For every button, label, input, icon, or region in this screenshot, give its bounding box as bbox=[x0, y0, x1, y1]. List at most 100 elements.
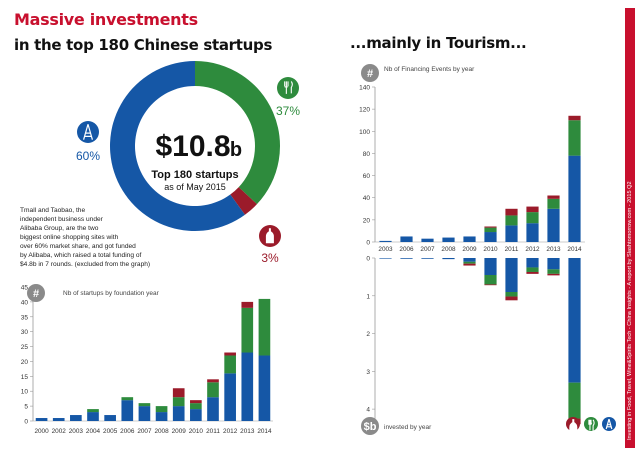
y-tick-label: 0 bbox=[366, 240, 370, 247]
eiffel-tower-icon bbox=[77, 121, 99, 143]
bar-segment bbox=[379, 240, 392, 242]
bar-segment bbox=[526, 206, 539, 213]
bar-segment bbox=[207, 382, 219, 398]
bar-segment bbox=[35, 418, 48, 421]
main-subtitle: in the top 180 Chinese startups bbox=[14, 36, 273, 54]
x-tick-label: 2012 bbox=[525, 246, 540, 253]
bar-segment bbox=[547, 273, 560, 276]
note-line: biggest online shopping sites with bbox=[20, 234, 119, 241]
bar-segment bbox=[547, 208, 560, 242]
y-tick-label: 25 bbox=[21, 344, 29, 351]
bar-segment bbox=[463, 261, 476, 264]
bar-segment bbox=[155, 406, 168, 413]
donut-slice-wine bbox=[230, 187, 257, 215]
y-tick-label: 20 bbox=[21, 359, 29, 366]
bar-segment bbox=[379, 258, 392, 259]
x-tick-label: 2002 bbox=[52, 428, 67, 435]
donut-label-tourism: 37% bbox=[276, 104, 300, 118]
y-tick-label: 30 bbox=[21, 329, 29, 336]
bar-segment bbox=[121, 400, 134, 421]
donut-center-unit: b bbox=[230, 139, 242, 161]
x-tick-label: 2008 bbox=[154, 428, 169, 435]
bar-segment bbox=[505, 296, 518, 301]
x-tick-label: 2004 bbox=[86, 428, 101, 435]
x-tick-label: 2005 bbox=[103, 428, 118, 435]
bar-segment bbox=[224, 373, 236, 421]
donut-label-eiffel: 60% bbox=[76, 149, 100, 163]
chart-badge-1-text: # bbox=[367, 68, 373, 80]
y-tick-label: 60 bbox=[363, 173, 371, 180]
bar-segment bbox=[121, 397, 134, 401]
bar-segment bbox=[190, 403, 202, 410]
bar-segment bbox=[442, 258, 455, 260]
chart-badge-2-text: $b bbox=[364, 421, 377, 433]
y-tick-label: 10 bbox=[21, 389, 29, 396]
bar-segment bbox=[568, 120, 581, 156]
y-tick-label: 0 bbox=[24, 419, 28, 426]
note-line: $4.8b in 7 rounds. (excluded from the gr… bbox=[20, 261, 150, 268]
bar-segment bbox=[463, 258, 476, 262]
bar-segment bbox=[241, 307, 254, 353]
bar-segment bbox=[526, 212, 539, 224]
bar-segment bbox=[138, 403, 151, 407]
x-tick-label: 2011 bbox=[206, 428, 220, 435]
x-tick-label: 2011 bbox=[505, 246, 519, 253]
bar-segment bbox=[526, 223, 539, 242]
x-tick-label: 2014 bbox=[257, 428, 272, 435]
bar-segment bbox=[421, 258, 434, 259]
bar-segment bbox=[505, 292, 518, 297]
bar-segment bbox=[484, 284, 497, 286]
bar-segment bbox=[463, 236, 476, 242]
x-tick-label: 2008 bbox=[441, 246, 456, 253]
y-tick-label: 100 bbox=[359, 129, 370, 136]
x-tick-label: 2007 bbox=[420, 246, 435, 253]
y-tick-label: 45 bbox=[21, 285, 29, 292]
bar-segment bbox=[400, 236, 413, 242]
wine-bottle-icon-glyph bbox=[265, 228, 274, 244]
bar-segment bbox=[484, 258, 497, 275]
bar-segment bbox=[87, 412, 99, 421]
x-tick-label: 2010 bbox=[483, 246, 498, 253]
donut-slice-eiffel bbox=[110, 61, 245, 231]
y-tick-label: 4 bbox=[366, 407, 370, 414]
bar-segment bbox=[526, 258, 539, 268]
y-tick-label: 2 bbox=[366, 331, 370, 338]
legend-wine-bottle-icon-glyph bbox=[569, 419, 578, 435]
bar-segment bbox=[172, 406, 185, 421]
bar-segment bbox=[484, 227, 497, 233]
fork-knife-icon bbox=[277, 77, 299, 99]
note-line: by Alibaba, which raised a total funding… bbox=[20, 252, 141, 259]
y-tick-label: 3 bbox=[366, 369, 370, 376]
x-tick-label: 2009 bbox=[462, 246, 477, 253]
bar-segment bbox=[138, 406, 151, 421]
bar-segment bbox=[190, 409, 202, 421]
bar-segment bbox=[505, 258, 518, 292]
y-tick-label: 40 bbox=[363, 195, 371, 202]
bar-segment bbox=[526, 271, 539, 274]
y-tick-label: 1 bbox=[366, 293, 370, 300]
bar-segment bbox=[224, 352, 236, 356]
fork-knife-icon-glyph bbox=[284, 81, 293, 94]
x-tick-label: 2000 bbox=[34, 428, 49, 435]
chart-title: Nb of Financing Events by year bbox=[384, 66, 475, 73]
chart-badge-0 bbox=[27, 284, 45, 302]
legend-eiffel-tower-icon-glyph bbox=[605, 418, 613, 430]
bar-segment bbox=[190, 400, 202, 404]
bar-segment bbox=[568, 115, 581, 121]
note-line: Tmall and Taobao, the bbox=[20, 207, 85, 214]
bar-segment bbox=[207, 397, 219, 421]
donut-slice-tourism bbox=[195, 61, 280, 205]
chart-badge-2 bbox=[361, 417, 379, 435]
y-tick-label: 35 bbox=[21, 314, 29, 321]
main-title: Massive investments bbox=[14, 10, 198, 29]
donut-center-label: Top 180 startups bbox=[151, 169, 238, 181]
right-title: ...mainly in Tourism... bbox=[350, 34, 527, 52]
bar-segment bbox=[258, 298, 271, 356]
x-tick-label: 2014 bbox=[567, 246, 582, 253]
chart-title: Nb of startups by foundation year bbox=[63, 290, 160, 297]
bar-segment bbox=[155, 412, 168, 421]
bar-segment bbox=[568, 155, 581, 242]
bar-segment bbox=[241, 352, 254, 421]
bar-segment bbox=[241, 301, 254, 308]
